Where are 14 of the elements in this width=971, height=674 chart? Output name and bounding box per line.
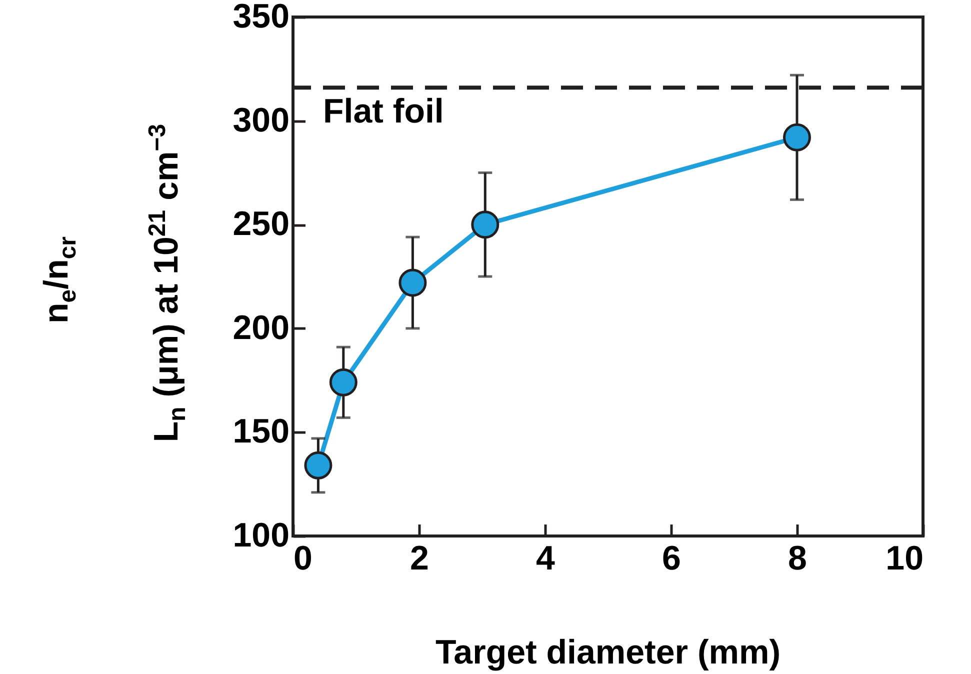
- x-tick-label: 8: [788, 540, 807, 578]
- y-tick-label: 350: [232, 0, 290, 36]
- x-tick-label: 6: [662, 540, 681, 578]
- y-tick-label: 100: [232, 516, 290, 554]
- x-tick-label: 2: [410, 540, 429, 578]
- y-tick-label: 250: [232, 205, 290, 244]
- x-tick-label: 0: [294, 540, 312, 578]
- x-tick-label: 10: [886, 540, 924, 578]
- y-tick-label: 150: [232, 412, 290, 451]
- y-tick-label: 300: [232, 101, 290, 140]
- ref-line-label: Flat foil: [323, 92, 444, 131]
- x-axis-title: Target diameter (mm): [435, 634, 781, 672]
- y-tick-label: 200: [232, 308, 290, 347]
- x-tick-label: 4: [536, 540, 556, 578]
